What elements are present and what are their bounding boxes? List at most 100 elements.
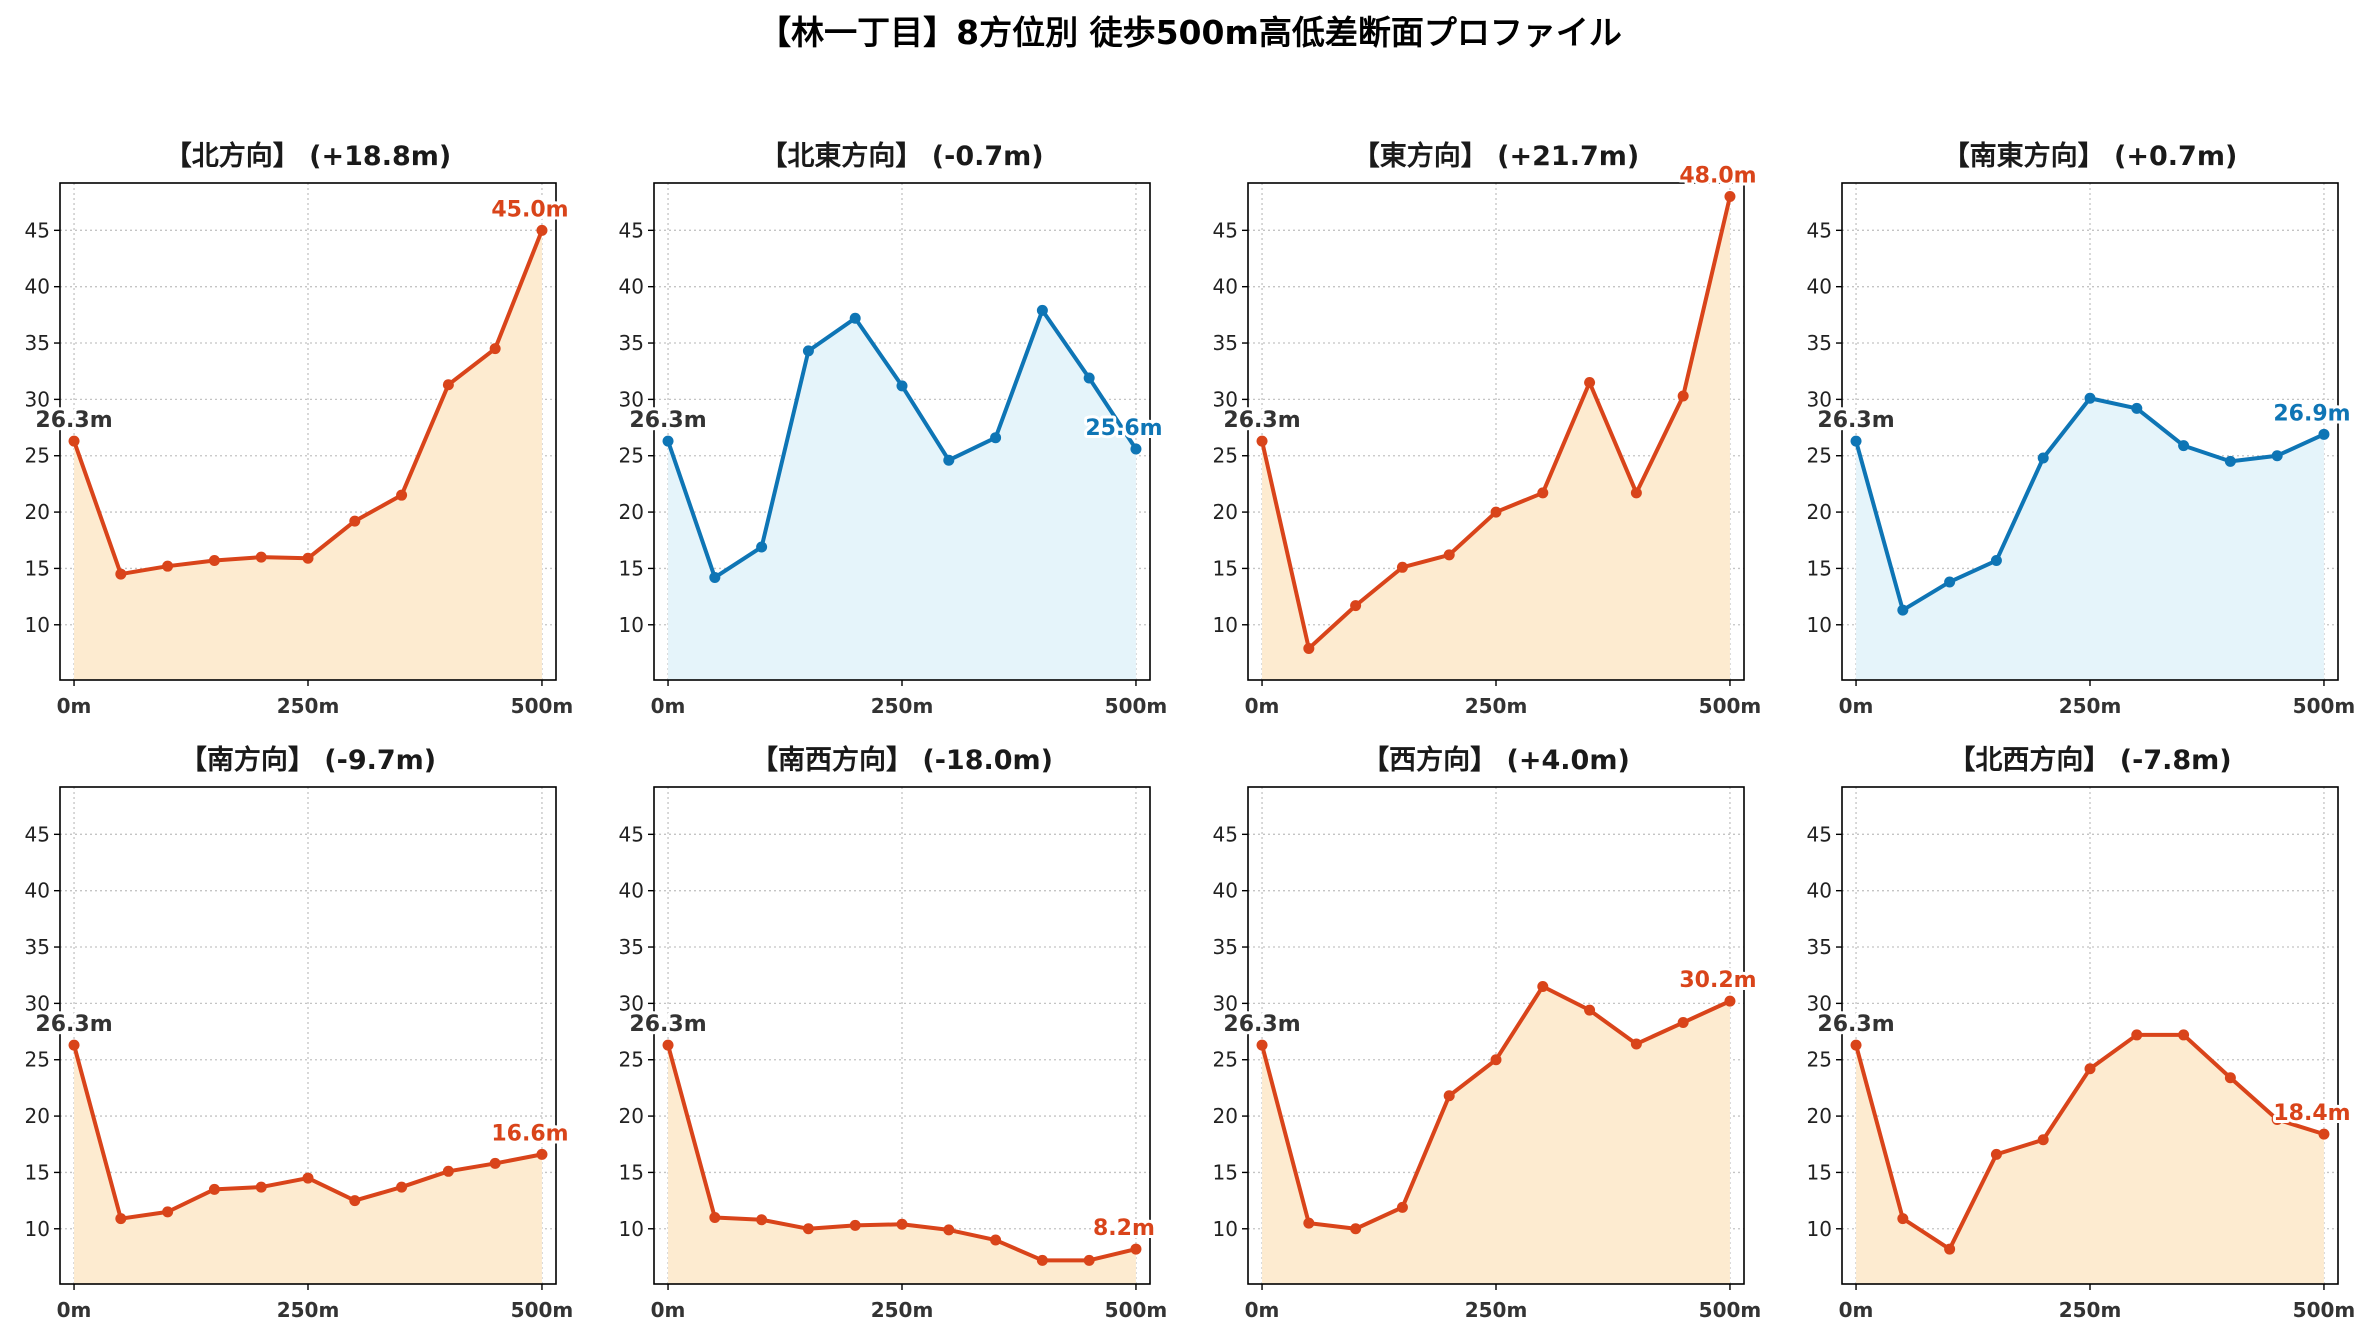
end-elevation-label: 25.6m [1085, 416, 1162, 441]
end-elevation-label: 30.2m [1679, 968, 1756, 993]
x-tick-label: 250m [277, 694, 340, 718]
elevation-point [1256, 435, 1268, 447]
y-tick-label: 40 [1213, 879, 1238, 903]
elevation-point [208, 1183, 220, 1195]
y-tick-label: 25 [25, 1048, 50, 1072]
y-tick-label: 20 [1213, 1104, 1238, 1128]
elevation-point [756, 1214, 768, 1226]
elevation-point [1396, 1201, 1408, 1213]
elevation-point [2084, 1063, 2096, 1075]
y-tick-label: 30 [1213, 387, 1238, 411]
end-elevation-label: 8.2m [1093, 1216, 1155, 1241]
y-tick-label: 25 [1213, 444, 1238, 468]
y-tick-label: 10 [619, 1217, 644, 1241]
y-tick-label: 45 [1213, 218, 1238, 242]
y-tick-label: 15 [1807, 556, 1832, 580]
start-elevation-label: 26.3m [1817, 1012, 1894, 1037]
elevation-point [1350, 1223, 1362, 1235]
plot-area [662, 1039, 1142, 1284]
y-tick-label: 45 [1807, 822, 1832, 846]
elevation-point [1083, 372, 1095, 384]
elevation-point [68, 435, 80, 447]
x-tick-label: 0m [1839, 694, 1874, 718]
plot-area [68, 224, 548, 680]
elevation-point [2224, 455, 2236, 467]
elevation-point [1083, 1254, 1095, 1266]
y-tick-label: 30 [619, 991, 644, 1015]
y-tick-label: 15 [619, 1160, 644, 1184]
y-tick-label: 30 [1213, 991, 1238, 1015]
y-tick-label: 45 [619, 218, 644, 242]
panel-title: 【北方向】 (+18.8m) [165, 140, 451, 172]
y-tick-label: 15 [25, 1160, 50, 1184]
chart-panel: 【南東方向】 (+0.7m) 10 15 20 25 30 35 40 45 0m 250m 500m… [1807, 140, 2356, 718]
x-tick-label: 0m [1839, 1298, 1874, 1322]
elevation-point [489, 343, 501, 355]
y-tick-label: 25 [619, 444, 644, 468]
elevation-point [1724, 191, 1736, 203]
plot-area [1850, 392, 2330, 680]
y-tick-label: 35 [1213, 935, 1238, 959]
elevation-point [1036, 304, 1048, 316]
panel-title: 【西方向】 (+4.0m) [1362, 744, 1630, 776]
chart-panel: 【北西方向】 (-7.8m) 10 15 20 25 30 35 40 45 0m 250m 500m… [1807, 744, 2356, 1322]
x-tick-label: 500m [2293, 1298, 2356, 1322]
elevation-point [2037, 452, 2049, 464]
elevation-point [662, 435, 674, 447]
plot-area [1256, 980, 1736, 1284]
y-tick-label: 45 [25, 218, 50, 242]
x-tick-label: 250m [1465, 694, 1528, 718]
elevation-point [1443, 1090, 1455, 1102]
chart-panel: 【南西方向】 (-18.0m) 10 15 20 25 30 35 40 45 0m 250m 500… [619, 744, 1168, 1322]
elevation-point [349, 515, 361, 527]
elevation-point [1303, 1217, 1315, 1229]
figure-suptitle: 【林一丁目】8方位別 徒歩500m高低差断面プロファイル [758, 13, 1622, 52]
y-tick-label: 40 [619, 275, 644, 299]
y-tick-label: 20 [1213, 500, 1238, 524]
elevation-area [74, 1045, 542, 1284]
elevation-point [396, 1181, 408, 1193]
elevation-area [1262, 196, 1730, 680]
elevation-point [1850, 1039, 1862, 1051]
elevation-point [1130, 1243, 1142, 1255]
x-tick-label: 0m [1245, 694, 1280, 718]
x-tick-label: 250m [2059, 1298, 2122, 1322]
elevation-point [1677, 390, 1689, 402]
y-tick-label: 25 [1807, 444, 1832, 468]
elevation-point [896, 380, 908, 392]
y-tick-label: 20 [1807, 500, 1832, 524]
elevation-point [1584, 1004, 1596, 1016]
x-tick-label: 0m [57, 1298, 92, 1322]
x-tick-label: 500m [1105, 1298, 1168, 1322]
y-tick-label: 35 [619, 331, 644, 355]
y-tick-label: 25 [25, 444, 50, 468]
elevation-point [1944, 1243, 1956, 1255]
elevation-point [489, 1157, 501, 1169]
elevation-point [162, 1206, 174, 1218]
elevation-point [1897, 604, 1909, 616]
y-tick-label: 10 [25, 613, 50, 637]
panel-title: 【東方向】 (+21.7m) [1353, 140, 1639, 172]
x-tick-label: 250m [2059, 694, 2122, 718]
y-tick-label: 35 [1213, 331, 1238, 355]
elevation-point [1130, 443, 1142, 455]
elevation-area [668, 310, 1136, 680]
elevation-point [1630, 1038, 1642, 1050]
y-tick-label: 20 [619, 500, 644, 524]
x-tick-label: 500m [2293, 694, 2356, 718]
x-tick-label: 500m [1105, 694, 1168, 718]
elevation-point [1944, 576, 1956, 588]
start-elevation-label: 26.3m [629, 408, 706, 433]
chart-panel: 【東方向】 (+21.7m) 10 15 20 25 30 35 40 45 0m 250m 500m… [1213, 140, 1762, 718]
y-tick-label: 30 [619, 387, 644, 411]
plot-area [1256, 191, 1736, 680]
end-elevation-label: 18.4m [2273, 1101, 2350, 1126]
elevation-point [1490, 1054, 1502, 1066]
elevation-point [1443, 549, 1455, 561]
y-tick-label: 35 [619, 935, 644, 959]
elevation-point [2271, 1113, 2283, 1125]
elevation-point [2318, 428, 2330, 440]
elevation-point [2318, 1128, 2330, 1140]
elevation-point [1303, 642, 1315, 654]
